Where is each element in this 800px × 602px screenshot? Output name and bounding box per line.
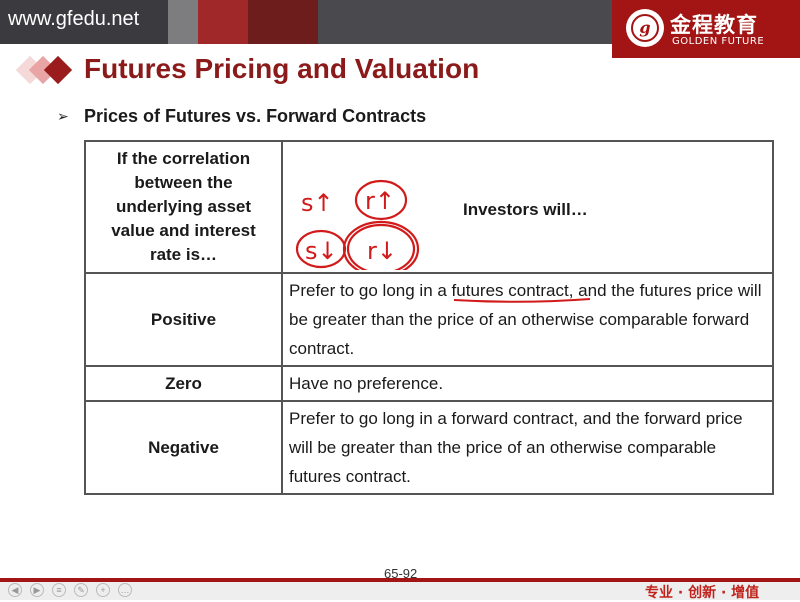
s-up-note: s↑: [301, 189, 334, 217]
table-header-row: If the correlation between the underlyin…: [84, 140, 774, 274]
r-down-note: r↓: [367, 237, 397, 265]
row-description: Prefer to go long in a forward contract,…: [281, 400, 774, 495]
underlined-phrase: futures contract: [452, 281, 590, 303]
r-down-circle: [346, 223, 416, 270]
comparison-table: If the correlation between the underlyin…: [84, 140, 774, 495]
arrow-bullet-icon: ➢: [57, 108, 69, 124]
page-number: 65-92: [384, 566, 418, 581]
pen-icon[interactable]: ✎: [74, 583, 88, 597]
table-row: Negative Prefer to go long in a forward …: [84, 400, 774, 495]
table-row: Positive Prefer to go long in a futures …: [84, 272, 774, 367]
row-correlation: Zero: [84, 365, 283, 402]
handwritten-annotation: s↑ r↑ s↓ r↓: [295, 179, 420, 270]
banner-stripe: [168, 0, 198, 44]
r-up-note: r↑: [365, 187, 395, 215]
logo-chinese-name: 金程教育: [670, 13, 758, 37]
banner-stripe: [318, 0, 612, 44]
r-down-circle-outer: [342, 220, 420, 270]
row-description: Have no preference.: [281, 365, 774, 402]
slide-title: Futures Pricing and Valuation: [84, 53, 480, 84]
footer-band: [0, 582, 800, 600]
more-icon[interactable]: …: [118, 583, 132, 597]
zoom-icon[interactable]: +: [96, 583, 110, 597]
site-url: www.gfedu.net: [8, 8, 140, 30]
underline-stroke: [453, 298, 590, 303]
slide-subtitle: Prices of Futures vs. Forward Contracts: [84, 106, 427, 126]
logo-seal-letter: g: [631, 14, 659, 42]
table-row: Zero Have no preference.: [84, 365, 774, 402]
row-description: Prefer to go long in a futures contract,…: [281, 272, 774, 367]
row-correlation: Positive: [84, 272, 283, 367]
next-icon[interactable]: ▶: [30, 583, 44, 597]
banner-stripe: [198, 0, 248, 44]
prev-icon[interactable]: ◀: [8, 583, 22, 597]
footer-line: [0, 578, 800, 582]
logo-seal-icon: g: [626, 9, 664, 47]
menu-icon[interactable]: ≡: [52, 583, 66, 597]
row-correlation: Negative: [84, 400, 283, 495]
s-down-note: s↓: [305, 237, 338, 265]
header-investors-text: Investors will…: [463, 199, 588, 219]
footer-slogan: 专业 · 创新 · 增值: [645, 585, 760, 601]
header-cell-investors: s↑ r↑ s↓ r↓ Investors will…: [281, 140, 774, 274]
logo-english-name: GOLDEN FUTURE: [672, 36, 765, 47]
banner-stripe: [248, 0, 318, 44]
r-up-circle: [354, 179, 408, 220]
header-cell-correlation: If the correlation between the underlyin…: [84, 140, 283, 274]
